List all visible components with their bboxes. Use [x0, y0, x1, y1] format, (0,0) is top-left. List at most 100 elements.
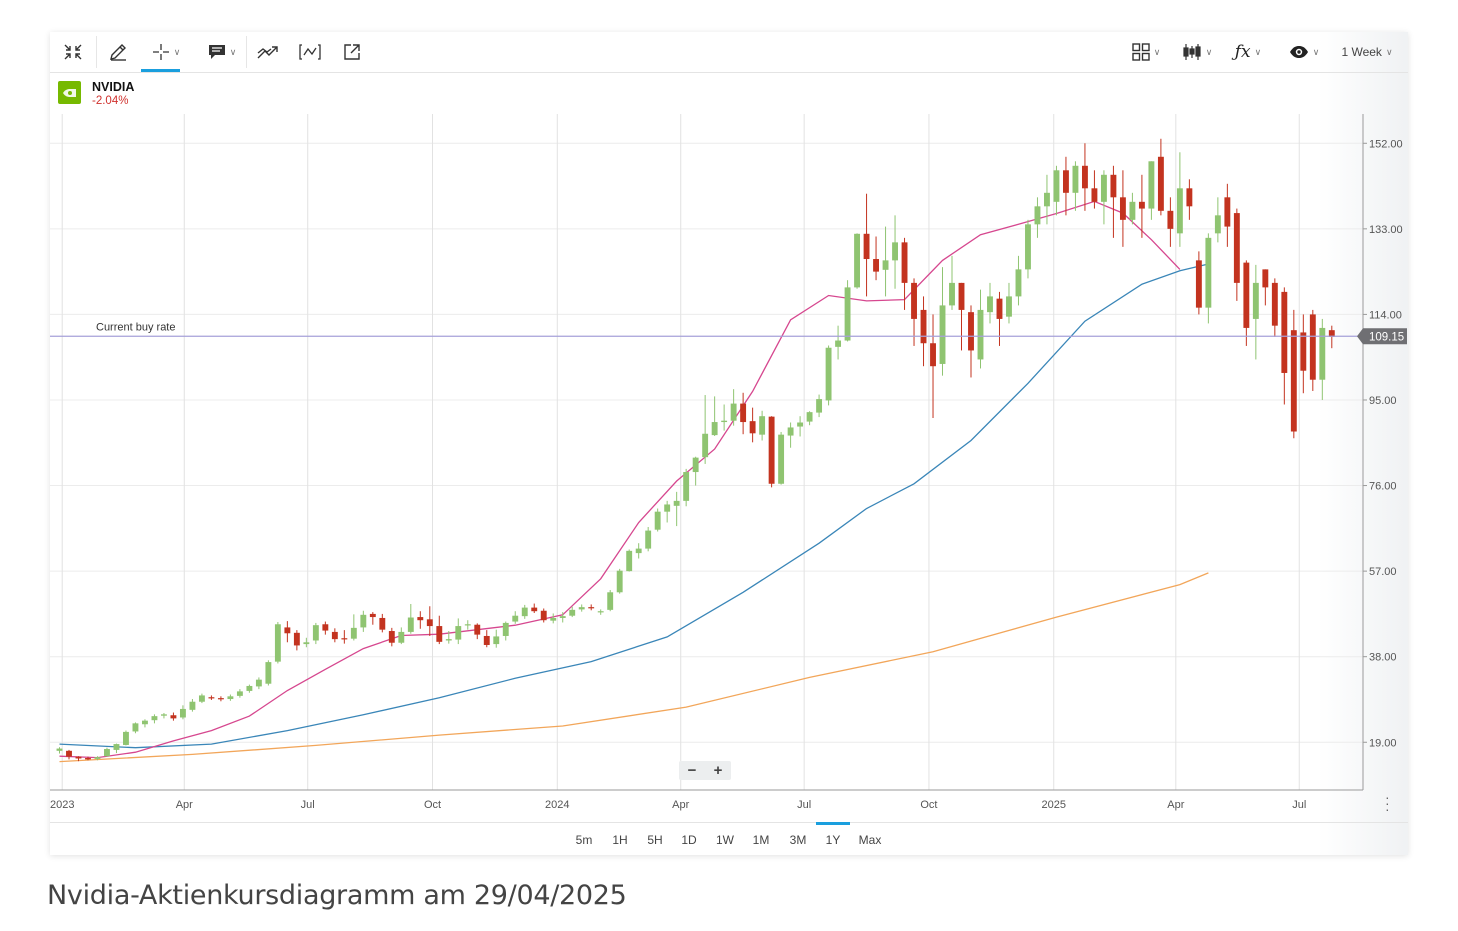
candle[interactable]	[768, 416, 775, 484]
candle[interactable]	[1072, 165, 1079, 193]
candle[interactable]	[113, 744, 120, 750]
candle[interactable]	[721, 420, 728, 423]
candle[interactable]	[1243, 262, 1250, 328]
period-1h[interactable]: 1H	[612, 833, 628, 847]
period-1d[interactable]: 1D	[681, 833, 697, 847]
indicators-tool[interactable]: ƒx ∨	[1228, 32, 1268, 72]
candle[interactable]	[265, 662, 272, 684]
candle[interactable]	[322, 624, 329, 631]
zoom-out-button[interactable]: −	[687, 762, 697, 779]
candle[interactable]	[559, 616, 566, 618]
candle[interactable]	[227, 696, 234, 700]
candle[interactable]	[1129, 201, 1136, 220]
candle[interactable]	[350, 627, 357, 639]
range-icon[interactable]	[298, 32, 322, 72]
collapse-icon[interactable]	[60, 32, 86, 72]
candle[interactable]	[104, 749, 110, 757]
candle[interactable]	[123, 731, 129, 745]
candle[interactable]	[407, 617, 414, 632]
candle[interactable]	[75, 756, 82, 759]
candle[interactable]	[369, 613, 376, 618]
candle[interactable]	[455, 626, 462, 640]
candle[interactable]	[654, 511, 661, 530]
candle[interactable]	[778, 434, 785, 484]
candle[interactable]	[607, 592, 614, 610]
candle[interactable]	[854, 233, 861, 288]
candle[interactable]	[417, 617, 424, 621]
trend-icon[interactable]	[256, 32, 280, 72]
candle[interactable]	[284, 627, 291, 634]
candle[interactable]	[1053, 170, 1060, 202]
visibility-tool[interactable]: ∨	[1284, 32, 1324, 72]
period-3m[interactable]: 3M	[789, 833, 807, 847]
candle[interactable]	[692, 457, 699, 473]
candle[interactable]	[1186, 188, 1193, 207]
candle[interactable]	[825, 347, 832, 401]
candle[interactable]	[939, 305, 946, 364]
candle[interactable]	[1167, 210, 1174, 229]
candle[interactable]	[930, 343, 936, 367]
period-5m[interactable]: 5m	[575, 833, 593, 847]
candle[interactable]	[835, 340, 842, 347]
candle[interactable]	[341, 638, 348, 640]
candle[interactable]	[540, 610, 547, 621]
candle[interactable]	[94, 757, 101, 759]
candle[interactable]	[816, 399, 823, 413]
candle[interactable]	[1138, 201, 1145, 209]
candle[interactable]	[1176, 188, 1183, 234]
candle[interactable]	[179, 708, 186, 718]
candle[interactable]	[426, 619, 433, 627]
candle[interactable]	[379, 617, 386, 630]
candle[interactable]	[759, 416, 766, 435]
candle[interactable]	[635, 548, 642, 554]
candle[interactable]	[170, 715, 177, 719]
candle[interactable]	[142, 720, 148, 725]
candle[interactable]	[303, 642, 310, 645]
candle[interactable]	[702, 433, 709, 458]
candle[interactable]	[246, 685, 253, 691]
candle[interactable]	[198, 695, 205, 702]
period-1m[interactable]: 1M	[752, 833, 770, 847]
candle[interactable]	[740, 403, 747, 423]
candle[interactable]	[1214, 215, 1221, 234]
candle[interactable]	[360, 614, 367, 628]
candle[interactable]	[968, 312, 974, 351]
candle[interactable]	[1148, 161, 1155, 209]
candle[interactable]	[597, 611, 604, 613]
candle[interactable]	[56, 748, 63, 751]
candle[interactable]	[493, 636, 500, 645]
candle[interactable]	[711, 422, 718, 436]
candle[interactable]	[882, 260, 889, 270]
candle[interactable]	[1309, 314, 1316, 380]
pencil-icon[interactable]	[106, 32, 130, 72]
candle[interactable]	[436, 626, 443, 642]
candle[interactable]	[66, 750, 72, 757]
candle[interactable]	[464, 624, 471, 626]
price-chart-area[interactable]: 152.00 133.00 114.00 95.00 76.00 57.00 38.00 19…	[50, 114, 1408, 827]
candle[interactable]	[730, 403, 737, 421]
candle[interactable]	[996, 298, 1003, 319]
candle[interactable]	[293, 632, 300, 646]
candle[interactable]	[1081, 165, 1088, 189]
candle[interactable]	[616, 570, 623, 593]
candle[interactable]	[863, 233, 870, 260]
candle[interactable]	[920, 309, 927, 344]
candle[interactable]	[274, 624, 281, 662]
candle[interactable]	[588, 607, 595, 609]
interval-select[interactable]: 1 Week ∨	[1336, 32, 1398, 72]
candle[interactable]	[1224, 197, 1231, 227]
candle[interactable]	[483, 635, 490, 645]
candle[interactable]	[331, 631, 338, 640]
candle[interactable]	[673, 500, 680, 506]
candle[interactable]	[892, 242, 898, 261]
candle[interactable]	[255, 679, 262, 687]
candle[interactable]	[1271, 282, 1278, 326]
candle[interactable]	[1262, 269, 1269, 288]
candle[interactable]	[1044, 192, 1050, 207]
candle[interactable]	[1290, 330, 1297, 432]
candle[interactable]	[787, 427, 794, 436]
candle[interactable]	[987, 296, 993, 313]
candle[interactable]	[189, 701, 196, 710]
candle[interactable]	[1328, 330, 1335, 337]
period-max[interactable]: Max	[858, 833, 882, 847]
